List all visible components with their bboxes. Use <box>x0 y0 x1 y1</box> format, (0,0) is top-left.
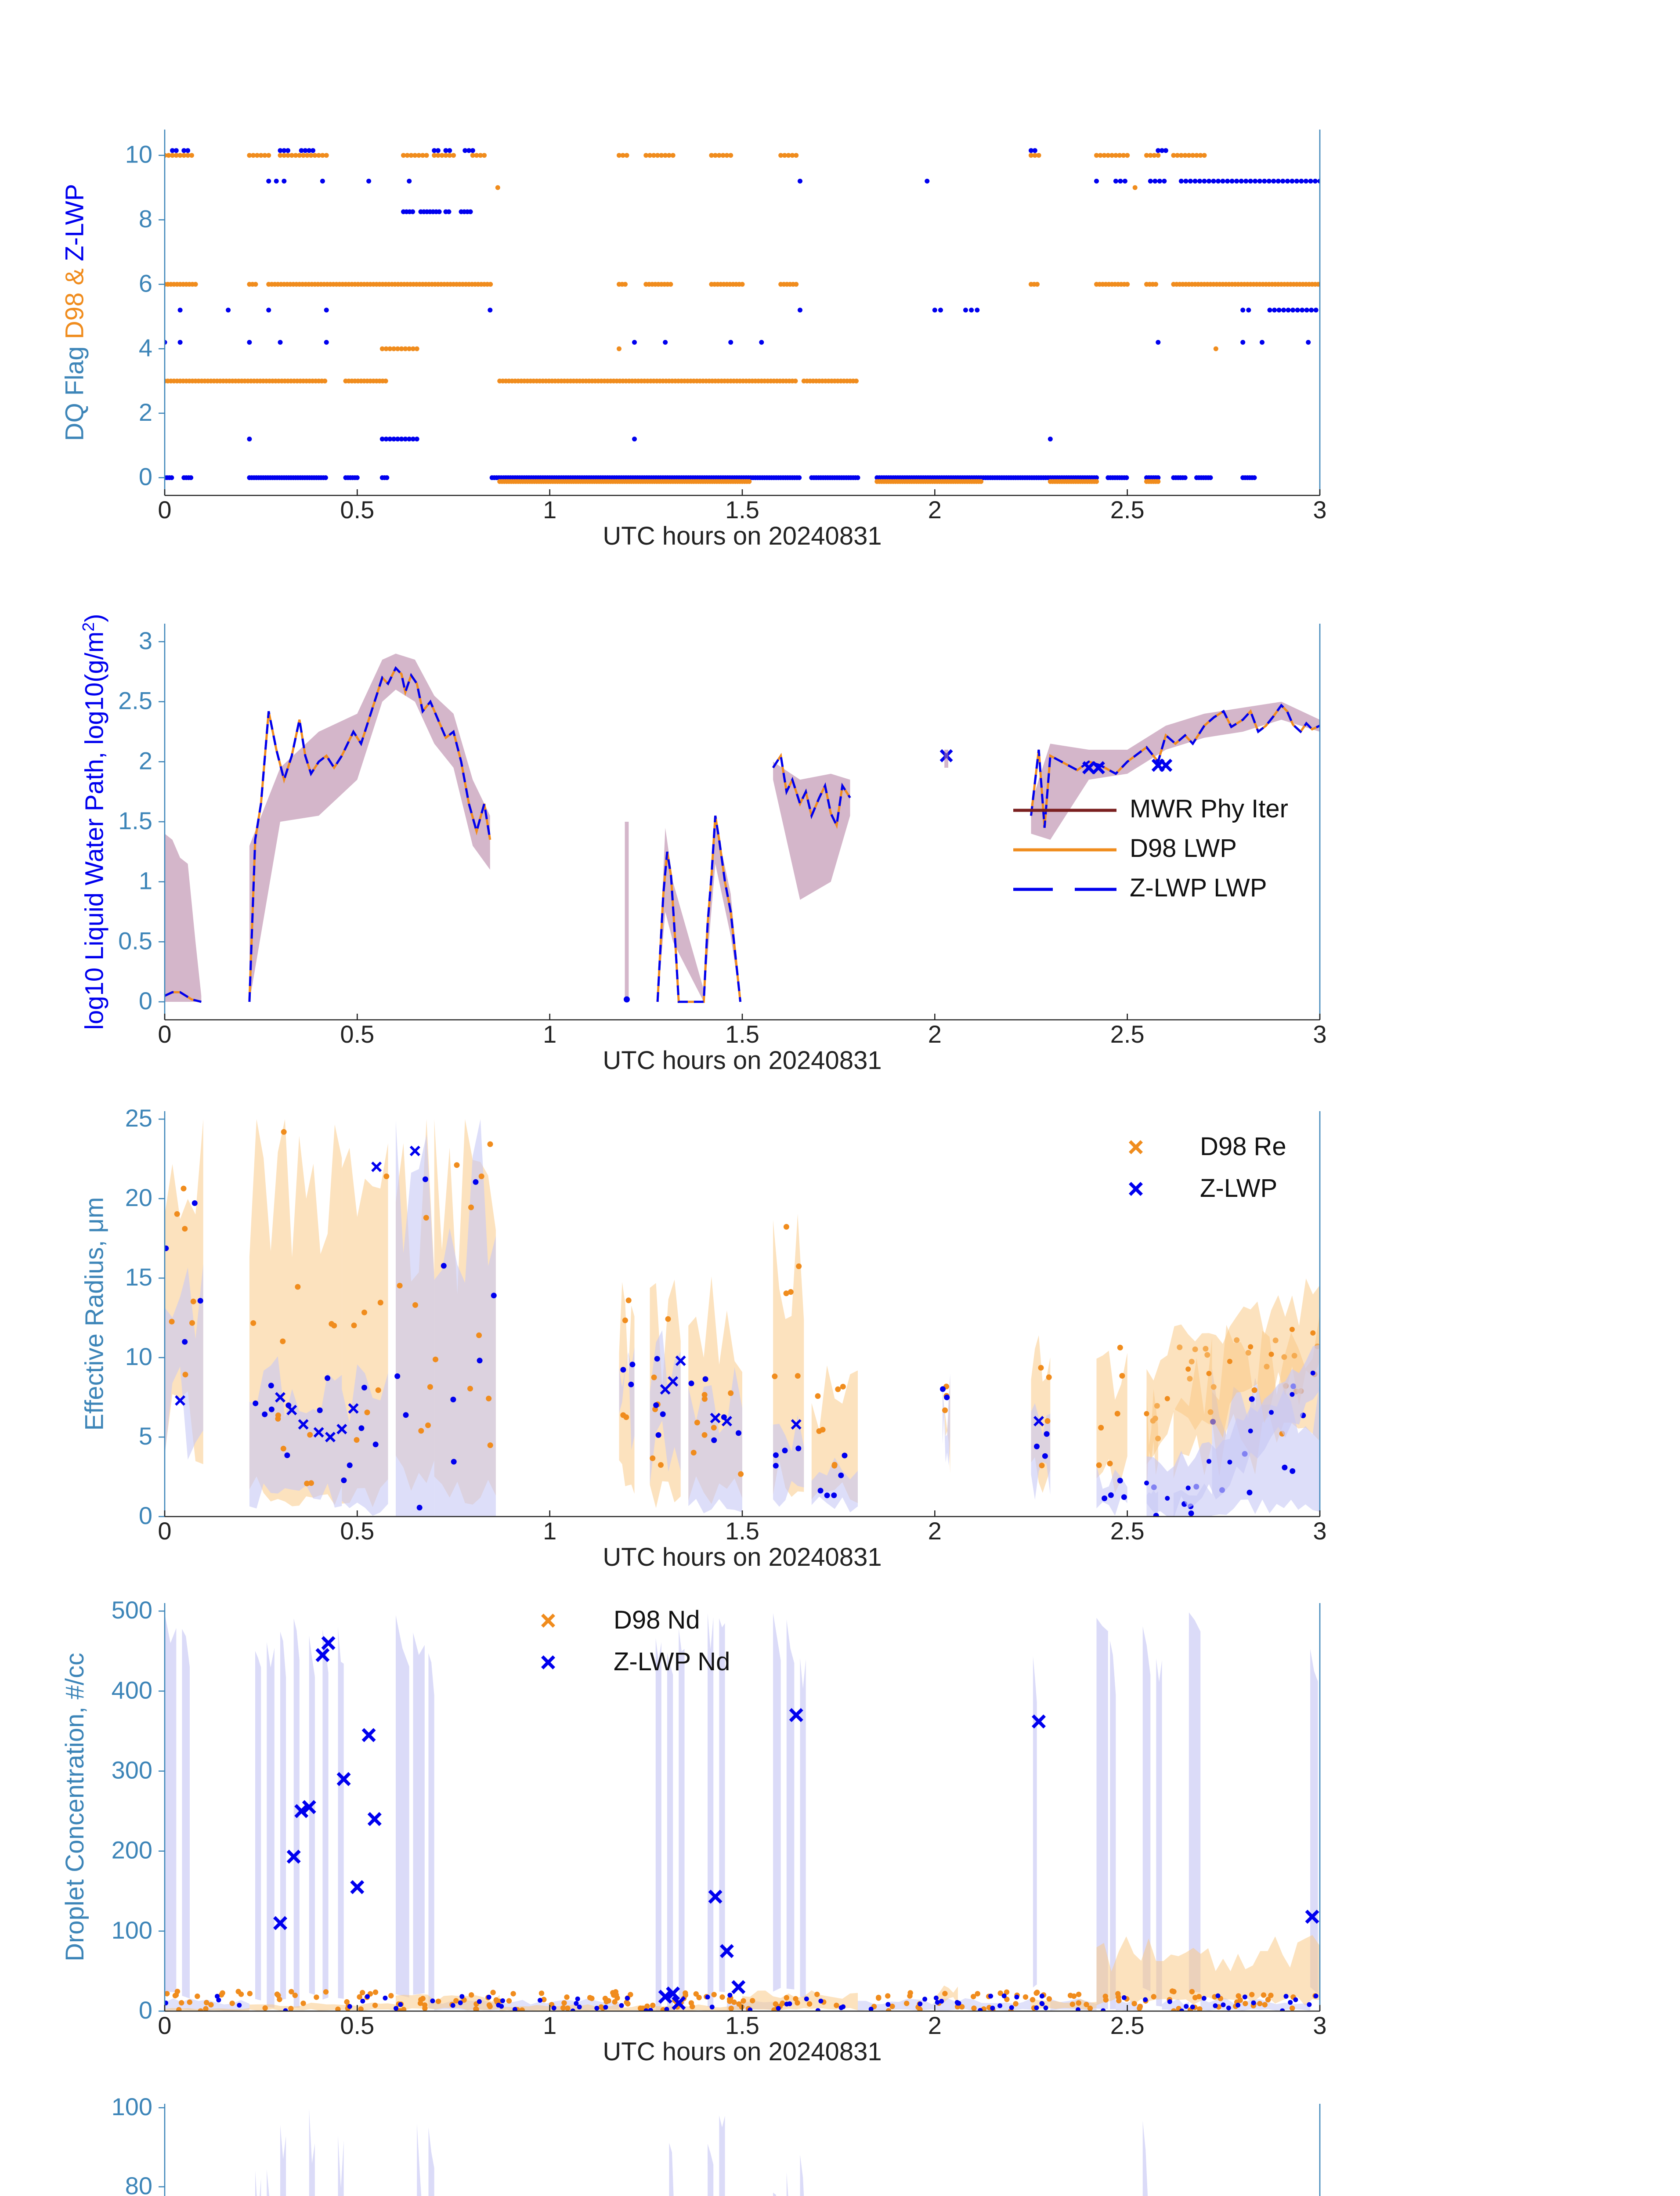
svg-text:2: 2 <box>928 2012 942 2039</box>
svg-text:2: 2 <box>928 496 942 524</box>
svg-text:0: 0 <box>158 1517 171 1545</box>
svg-text:3: 3 <box>1313 1020 1326 1048</box>
svg-text:5: 5 <box>139 1422 152 1450</box>
svg-text:1: 1 <box>543 496 556 524</box>
svg-text:2.5: 2.5 <box>1110 2012 1145 2039</box>
svg-text:0: 0 <box>139 987 152 1015</box>
svg-text:1.5: 1.5 <box>725 1517 759 1545</box>
svg-text:2: 2 <box>928 1517 942 1545</box>
svg-text:0.5: 0.5 <box>340 496 374 524</box>
svg-text:0: 0 <box>139 463 152 491</box>
svg-text:0: 0 <box>139 1996 152 2024</box>
svg-text:2.5: 2.5 <box>1110 1020 1145 1048</box>
svg-text:1.5: 1.5 <box>118 807 152 834</box>
svg-text:UTC hours on 20240831: UTC hours on 20240831 <box>603 522 882 550</box>
svg-text:1.5: 1.5 <box>725 1020 759 1048</box>
svg-text:0: 0 <box>139 1502 152 1529</box>
svg-text:3: 3 <box>1313 2012 1326 2039</box>
svg-text:100: 100 <box>112 2093 152 2120</box>
svg-text:2.5: 2.5 <box>118 687 152 715</box>
svg-text:1: 1 <box>139 867 152 895</box>
svg-text:6: 6 <box>139 269 152 297</box>
svg-text:2.5: 2.5 <box>1110 496 1145 524</box>
svg-text:2: 2 <box>139 747 152 774</box>
svg-text:3: 3 <box>1313 496 1326 524</box>
svg-text:2: 2 <box>928 1020 942 1048</box>
svg-text:15: 15 <box>125 1263 152 1291</box>
svg-text:Z-LWP LWP: Z-LWP LWP <box>1130 874 1267 902</box>
svg-text:0: 0 <box>158 496 171 524</box>
svg-text:D98 LWP: D98 LWP <box>1130 834 1237 863</box>
svg-text:400: 400 <box>112 1676 152 1704</box>
svg-text:2: 2 <box>139 398 152 426</box>
svg-text:4: 4 <box>139 334 152 361</box>
svg-text:1.5: 1.5 <box>725 496 759 524</box>
svg-text:0: 0 <box>158 1020 171 1048</box>
svg-text:200: 200 <box>112 1836 152 1864</box>
svg-text:20: 20 <box>125 1184 152 1211</box>
svg-text:D98 Nd: D98 Nd <box>614 1606 700 1634</box>
svg-text:UTC hours on 20240831: UTC hours on 20240831 <box>603 2037 882 2066</box>
svg-text:25: 25 <box>125 1104 152 1132</box>
svg-text:0.5: 0.5 <box>118 927 152 954</box>
svg-text:1: 1 <box>543 1020 556 1048</box>
svg-text:1.5: 1.5 <box>725 2012 759 2039</box>
svg-text:8: 8 <box>139 205 152 232</box>
svg-text:80: 80 <box>125 2172 152 2196</box>
svg-text:500: 500 <box>112 1596 152 1624</box>
svg-text:UTC hours on 20240831: UTC hours on 20240831 <box>603 1543 882 1571</box>
svg-text:0.5: 0.5 <box>340 2012 374 2039</box>
svg-text:0.5: 0.5 <box>340 1020 374 1048</box>
svg-text:0: 0 <box>158 2012 171 2039</box>
svg-text:10: 10 <box>125 141 152 168</box>
svg-text:Z-LWP: Z-LWP <box>1200 1174 1277 1203</box>
svg-text:Z-LWP Nd: Z-LWP Nd <box>614 1647 730 1676</box>
svg-text:UTC hours on 20240831: UTC hours on 20240831 <box>603 1046 882 1075</box>
svg-text:300: 300 <box>112 1756 152 1784</box>
svg-text:10: 10 <box>125 1343 152 1370</box>
svg-text:1: 1 <box>543 2012 556 2039</box>
svg-text:1: 1 <box>543 1517 556 1545</box>
svg-text:D98 Re: D98 Re <box>1200 1132 1286 1161</box>
svg-text:3: 3 <box>1313 1517 1326 1545</box>
svg-text:3: 3 <box>139 627 152 654</box>
svg-text:0.5: 0.5 <box>340 1517 374 1545</box>
svg-text:2.5: 2.5 <box>1110 1517 1145 1545</box>
svg-text:100: 100 <box>112 1916 152 1944</box>
svg-text:MWR Phy Iter: MWR Phy Iter <box>1130 795 1288 823</box>
